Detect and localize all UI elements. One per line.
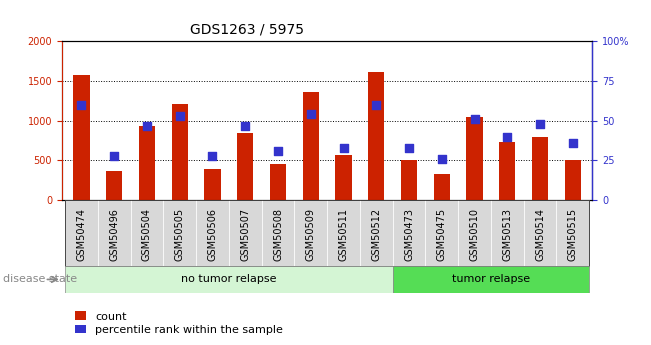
Bar [491, 200, 523, 266]
Bar [425, 200, 458, 266]
Point [305, 112, 316, 117]
Bar [237, 134, 253, 200]
Bar [466, 117, 482, 200]
Point [568, 140, 578, 146]
Text: GSM50474: GSM50474 [77, 208, 87, 261]
Text: GSM50512: GSM50512 [371, 208, 381, 261]
Text: no tumor relapse: no tumor relapse [181, 275, 277, 284]
Point [142, 123, 152, 128]
Bar [327, 200, 360, 266]
Text: GSM50511: GSM50511 [339, 208, 348, 261]
Point [109, 153, 119, 158]
Bar [65, 200, 98, 266]
Bar [172, 104, 188, 200]
Point [469, 116, 480, 122]
Text: GSM50513: GSM50513 [503, 208, 512, 261]
Bar [401, 160, 417, 200]
Text: GSM50473: GSM50473 [404, 208, 414, 261]
Point [240, 123, 251, 128]
Point [76, 102, 87, 108]
Bar [74, 75, 90, 200]
Bar [360, 200, 393, 266]
Text: GSM50510: GSM50510 [469, 208, 480, 261]
Text: GSM50514: GSM50514 [535, 208, 545, 261]
Text: GSM50515: GSM50515 [568, 208, 577, 261]
Bar [499, 142, 516, 200]
Bar [163, 200, 196, 266]
Bar [106, 171, 122, 200]
Bar [262, 200, 294, 266]
Bar [303, 92, 319, 200]
Text: GSM50507: GSM50507 [240, 208, 250, 261]
Point [371, 102, 381, 108]
Point [437, 156, 447, 161]
Bar [196, 200, 229, 266]
Point [174, 113, 185, 119]
Bar [98, 200, 131, 266]
Bar [368, 72, 385, 200]
Bar [229, 200, 262, 266]
Point [404, 145, 414, 150]
Bar [204, 169, 221, 200]
Text: disease state: disease state [3, 275, 77, 284]
Text: GDS1263 / 5975: GDS1263 / 5975 [190, 22, 305, 37]
Bar [523, 200, 557, 266]
Legend: count, percentile rank within the sample: count, percentile rank within the sample [71, 307, 288, 339]
Point [207, 153, 217, 158]
Bar [532, 137, 548, 200]
Bar [393, 200, 425, 266]
Text: GSM50496: GSM50496 [109, 208, 119, 261]
Bar [557, 200, 589, 266]
Point [535, 121, 546, 127]
Bar [294, 200, 327, 266]
Bar [139, 126, 155, 200]
Text: tumor relapse: tumor relapse [452, 275, 530, 284]
Text: GSM50504: GSM50504 [142, 208, 152, 261]
Bar [458, 200, 491, 266]
Point [273, 148, 283, 154]
Point [502, 134, 512, 139]
Bar [564, 160, 581, 200]
Text: GSM50508: GSM50508 [273, 208, 283, 261]
Bar [335, 155, 352, 200]
Bar [393, 266, 589, 293]
Bar [270, 164, 286, 200]
Bar [65, 266, 393, 293]
Text: GSM50475: GSM50475 [437, 208, 447, 261]
Point [339, 145, 349, 150]
Bar [434, 174, 450, 200]
Text: GSM50506: GSM50506 [208, 208, 217, 261]
Bar [131, 200, 163, 266]
Text: GSM50505: GSM50505 [174, 208, 185, 261]
Text: GSM50509: GSM50509 [306, 208, 316, 261]
